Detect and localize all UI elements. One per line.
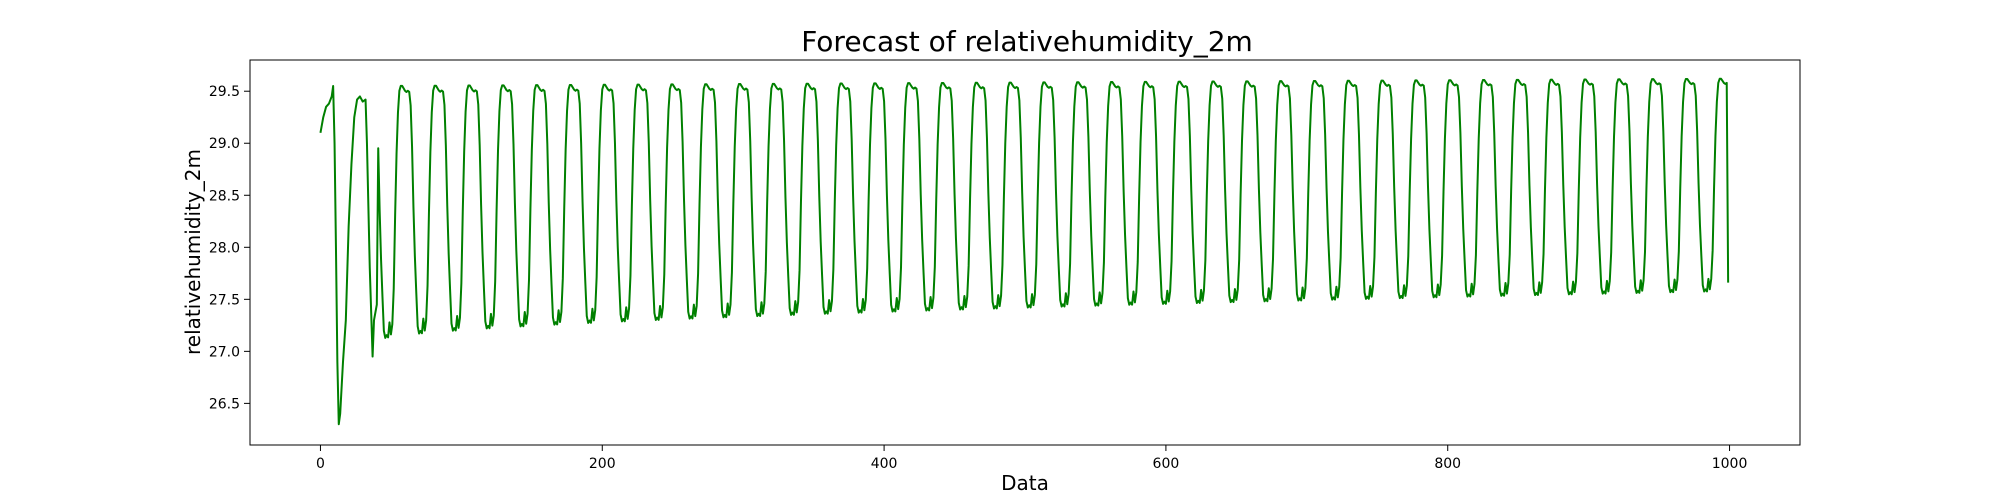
x-tick-label: 400 [871,456,898,472]
y-tick-label: 28.5 [209,188,240,204]
plot-area-frame [249,59,1801,446]
y-axis-label: relativehumidity_2m [181,149,205,355]
x-axis-label: Data [1001,471,1049,495]
x-tick-label: 0 [316,456,325,472]
x-tick-label: 200 [589,456,616,472]
y-tick-label: 28.0 [209,240,240,256]
y-tick-label: 27.5 [209,292,240,308]
y-axis-ticks: 26.5 27.0 27.5 28.0 28.5 29.0 29.5 [209,84,250,412]
y-tick-label: 29.0 [209,136,240,152]
y-tick-label: 26.5 [209,396,240,412]
y-tick-label: 29.5 [209,84,240,100]
x-axis-ticks: 0 200 400 600 800 1000 [316,445,1747,472]
y-tick-label: 27.0 [209,344,240,360]
x-tick-label: 600 [1153,456,1180,472]
x-tick-label: 1000 [1712,456,1748,472]
x-tick-label: 800 [1434,456,1461,472]
chart-title: Forecast of relativehumidity_2m [801,25,1253,58]
humidity-series-line [319,77,1730,426]
